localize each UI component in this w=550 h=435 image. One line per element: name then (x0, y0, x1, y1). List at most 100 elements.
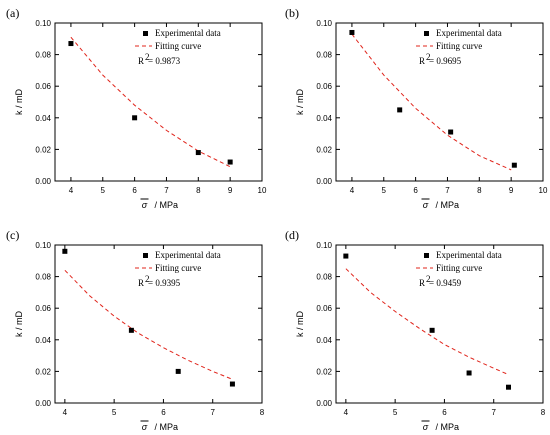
y-axis-title: k / mD (295, 311, 305, 337)
data-point (129, 328, 134, 333)
y-tick-label: 0.10 (35, 19, 51, 28)
x-axis-unit: / MPa (155, 422, 179, 432)
y-tick-label: 0.06 (35, 82, 51, 91)
x-tick-label: 7 (164, 186, 169, 195)
data-point (343, 254, 348, 259)
data-point (430, 328, 435, 333)
data-point (506, 385, 511, 390)
panel-label: (b) (285, 6, 299, 20)
legend-marker-points (424, 253, 429, 258)
r-squared-label: R (138, 278, 144, 288)
y-axis-title: k / mD (295, 89, 305, 115)
y-tick-label: 0.08 (316, 273, 332, 282)
r-squared-value: = 0.9395 (148, 278, 181, 288)
x-tick-label: 9 (228, 186, 233, 195)
y-tick-label: 0.10 (35, 241, 51, 250)
r-squared-value: = 0.9695 (429, 56, 462, 66)
data-point (349, 30, 354, 35)
r-squared-label: R (138, 56, 144, 66)
x-tick-label: 10 (258, 186, 267, 195)
y-tick-label: 0.00 (35, 399, 51, 408)
x-tick-label: 7 (491, 408, 496, 417)
y-tick-label: 0.08 (35, 51, 51, 60)
x-tick-label: 5 (101, 186, 106, 195)
legend-marker-points (143, 253, 148, 258)
data-point (467, 370, 472, 375)
x-axis-symbol: σ (142, 422, 148, 432)
legend-label-points: Experimental data (436, 28, 502, 38)
y-tick-label: 0.00 (316, 399, 332, 408)
r-squared-label: R (419, 278, 425, 288)
fitting-curve (352, 34, 511, 170)
y-tick-label: 0.00 (35, 177, 51, 186)
y-tick-label: 0.04 (35, 336, 51, 345)
y-tick-label: 0.04 (316, 114, 332, 123)
data-point (512, 163, 517, 168)
x-tick-label: 5 (393, 408, 398, 417)
r-squared-label: R (419, 56, 425, 66)
panel-d: (d) 4 5 6 7 8 0.00 0.02 0.04 0.06 0.08 0.10 k / mD σ /… (285, 228, 546, 432)
x-tick-label: 4 (63, 408, 68, 417)
data-point (62, 249, 67, 254)
panel-a: (a) 4 5 6 7 8 9 10 0.00 0.02 0.04 0.06 0.08 0.10 k / m… (6, 6, 267, 210)
x-tick-label: 6 (442, 408, 447, 417)
x-tick-label: 8 (260, 408, 265, 417)
legend-marker-points (424, 31, 429, 36)
legend-label-points: Experimental data (155, 28, 221, 38)
y-tick-label: 0.06 (35, 304, 51, 313)
x-axis-symbol: σ (423, 422, 429, 432)
data-point (132, 115, 137, 120)
x-tick-label: 6 (413, 186, 418, 195)
legend-label-fit: Fitting curve (155, 41, 201, 51)
data-point (68, 41, 73, 46)
y-tick-label: 0.10 (316, 241, 332, 250)
panel-c: (c)4 5 6 7 80.000.020.040.060.080.10k / mDσ /… (6, 228, 265, 432)
y-tick-label: 0.06 (316, 82, 332, 91)
legend-label-fit: Fitting curve (155, 263, 201, 273)
data-point (176, 369, 181, 374)
fitting-curve (346, 269, 509, 375)
data-point (196, 150, 201, 155)
x-tick-label: 5 (112, 408, 117, 417)
y-tick-label: 0.02 (35, 367, 51, 376)
x-tick-label: 4 (344, 408, 349, 417)
y-tick-label: 0.04 (316, 336, 332, 345)
y-tick-label: 0.06 (316, 304, 332, 313)
panel-label: (d) (285, 228, 299, 242)
x-tick-label: 6 (161, 408, 166, 417)
data-point (228, 160, 233, 165)
legend-label-points: Experimental data (436, 250, 502, 260)
y-tick-label: 0.00 (316, 177, 332, 186)
panel-label: (c) (6, 228, 19, 242)
y-tick-label: 0.08 (316, 51, 332, 60)
data-point (230, 382, 235, 387)
x-tick-label: 7 (210, 408, 215, 417)
y-tick-label: 0.08 (35, 273, 51, 282)
x-tick-label: 8 (196, 186, 201, 195)
panel-label: (a) (6, 6, 19, 20)
x-axis-unit: / MPa (436, 422, 460, 432)
data-point (397, 107, 402, 112)
data-point (448, 130, 453, 135)
x-axis-symbol: σ (423, 200, 429, 210)
x-axis-unit: / MPa (155, 200, 179, 210)
y-tick-label: 0.02 (316, 367, 332, 376)
y-axis-title: k / mD (14, 89, 24, 115)
y-tick-label: 0.02 (35, 145, 51, 154)
panel-b: (b) 4 5 6 7 8 9 10 0.00 0.02 0.04 0.06 0.08 0.10 k / m… (285, 6, 548, 210)
r-squared-value: = 0.9459 (429, 278, 462, 288)
y-tick-label: 0.02 (316, 145, 332, 154)
y-tick-label: 0.04 (35, 114, 51, 123)
y-tick-label: 0.10 (316, 19, 332, 28)
x-tick-label: 9 (509, 186, 514, 195)
x-tick-label: 10 (539, 186, 548, 195)
x-axis-symbol: σ (142, 200, 148, 210)
legend-label-fit: Fitting curve (436, 263, 482, 273)
x-tick-label: 7 (445, 186, 450, 195)
x-tick-label: 6 (132, 186, 137, 195)
x-tick-label: 5 (382, 186, 387, 195)
x-axis-unit: / MPa (436, 200, 460, 210)
x-tick-label: 8 (541, 408, 546, 417)
legend-label-points: Experimental data (155, 250, 221, 260)
